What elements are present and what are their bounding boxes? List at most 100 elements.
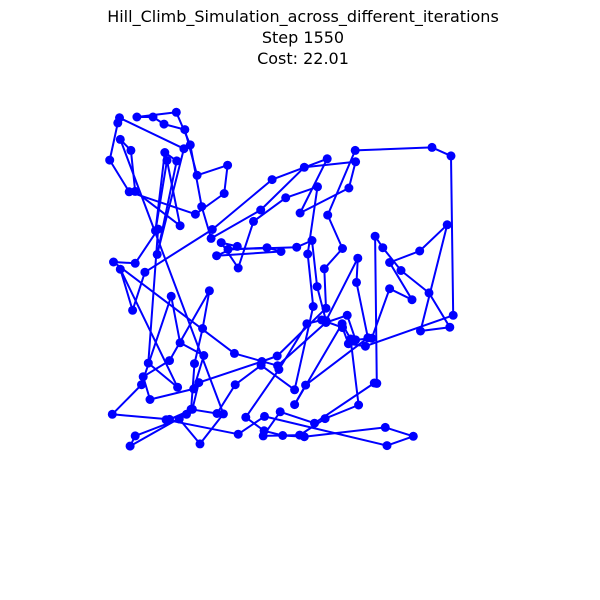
route-segment <box>325 257 359 322</box>
city-point <box>218 409 228 419</box>
city-point <box>230 380 240 390</box>
city-point <box>115 264 125 274</box>
city-point <box>241 412 251 422</box>
city-point <box>148 112 158 122</box>
route-segment <box>196 164 229 177</box>
route-segment <box>428 291 451 329</box>
route-segment <box>108 159 131 193</box>
city-point <box>321 303 331 313</box>
chart-title-line-2: Step 1550 <box>262 28 344 47</box>
city-point <box>113 118 123 128</box>
city-point <box>206 233 216 243</box>
city-point <box>378 243 388 253</box>
city-point <box>350 145 360 155</box>
route-segment <box>303 160 357 169</box>
city-point <box>195 439 205 449</box>
chart-title: Hill_Climb_Simulation_across_different_i… <box>107 7 499 68</box>
city-point <box>415 246 425 256</box>
city-point <box>128 305 138 315</box>
route-segment <box>118 116 185 150</box>
city-point <box>385 284 395 294</box>
route-segment <box>119 268 179 389</box>
route-points <box>105 107 458 451</box>
city-point <box>232 241 242 251</box>
city-point <box>207 225 217 234</box>
city-point <box>370 231 380 241</box>
route-segment <box>388 261 413 301</box>
route-segment <box>284 185 319 199</box>
city-point <box>317 315 327 325</box>
city-point <box>107 409 117 419</box>
route-segment <box>237 415 266 436</box>
route-segment <box>237 220 255 269</box>
city-point <box>190 209 200 219</box>
city-point <box>249 216 258 226</box>
city-point <box>204 286 214 296</box>
city-point <box>260 411 269 421</box>
route-segment <box>119 268 134 312</box>
city-point <box>172 156 182 166</box>
city-point <box>320 414 330 424</box>
city-point <box>171 107 181 117</box>
route-segment <box>223 164 229 195</box>
route-segment <box>140 295 173 386</box>
route-lines <box>108 111 455 448</box>
city-point <box>124 187 134 197</box>
route-segment <box>210 209 262 240</box>
city-point <box>256 205 266 215</box>
city-point <box>446 151 456 161</box>
city-point <box>197 202 207 212</box>
city-point <box>295 208 305 218</box>
city-point <box>385 258 395 267</box>
route-segment <box>323 267 327 310</box>
city-point <box>354 400 364 410</box>
city-point <box>292 242 302 252</box>
route-segment <box>111 413 171 421</box>
route-segment <box>244 368 280 419</box>
city-point <box>343 339 353 349</box>
route-segment <box>147 362 179 389</box>
city-point <box>342 310 352 320</box>
city-point <box>275 407 285 417</box>
route-segment <box>324 404 360 420</box>
city-point <box>396 266 406 275</box>
city-point <box>352 277 361 287</box>
route-segment <box>326 214 344 250</box>
city-point <box>338 244 347 253</box>
route-segment <box>364 314 455 348</box>
city-point <box>380 422 390 432</box>
city-point <box>153 224 163 234</box>
city-point <box>281 193 291 203</box>
city-point <box>272 351 282 361</box>
city-point <box>194 378 204 388</box>
city-point <box>145 395 155 404</box>
city-point <box>267 175 277 185</box>
city-point <box>322 154 332 164</box>
city-point <box>351 157 361 167</box>
city-point <box>212 251 222 261</box>
route-segment <box>370 287 391 340</box>
route-segment <box>108 121 119 162</box>
route-segment <box>450 154 455 317</box>
route-segment <box>263 415 388 447</box>
city-point <box>319 264 329 274</box>
route-segment <box>154 151 166 232</box>
route-segment <box>384 426 415 438</box>
city-point <box>299 432 309 442</box>
city-point <box>448 310 458 320</box>
city-point <box>192 170 202 180</box>
route-segment <box>293 305 315 391</box>
city-point <box>173 382 183 392</box>
plot-area <box>105 107 458 451</box>
city-point <box>223 160 233 170</box>
chart-title-line-3: Cost: 22.01 <box>257 49 349 68</box>
route-segment <box>299 187 350 214</box>
route-segment <box>233 352 279 367</box>
route-segment <box>200 205 213 240</box>
route-segment <box>277 322 308 371</box>
route-segment <box>178 418 201 445</box>
city-point <box>109 257 118 267</box>
route-segment <box>418 223 449 252</box>
city-point <box>143 358 153 368</box>
city-point <box>369 378 379 388</box>
